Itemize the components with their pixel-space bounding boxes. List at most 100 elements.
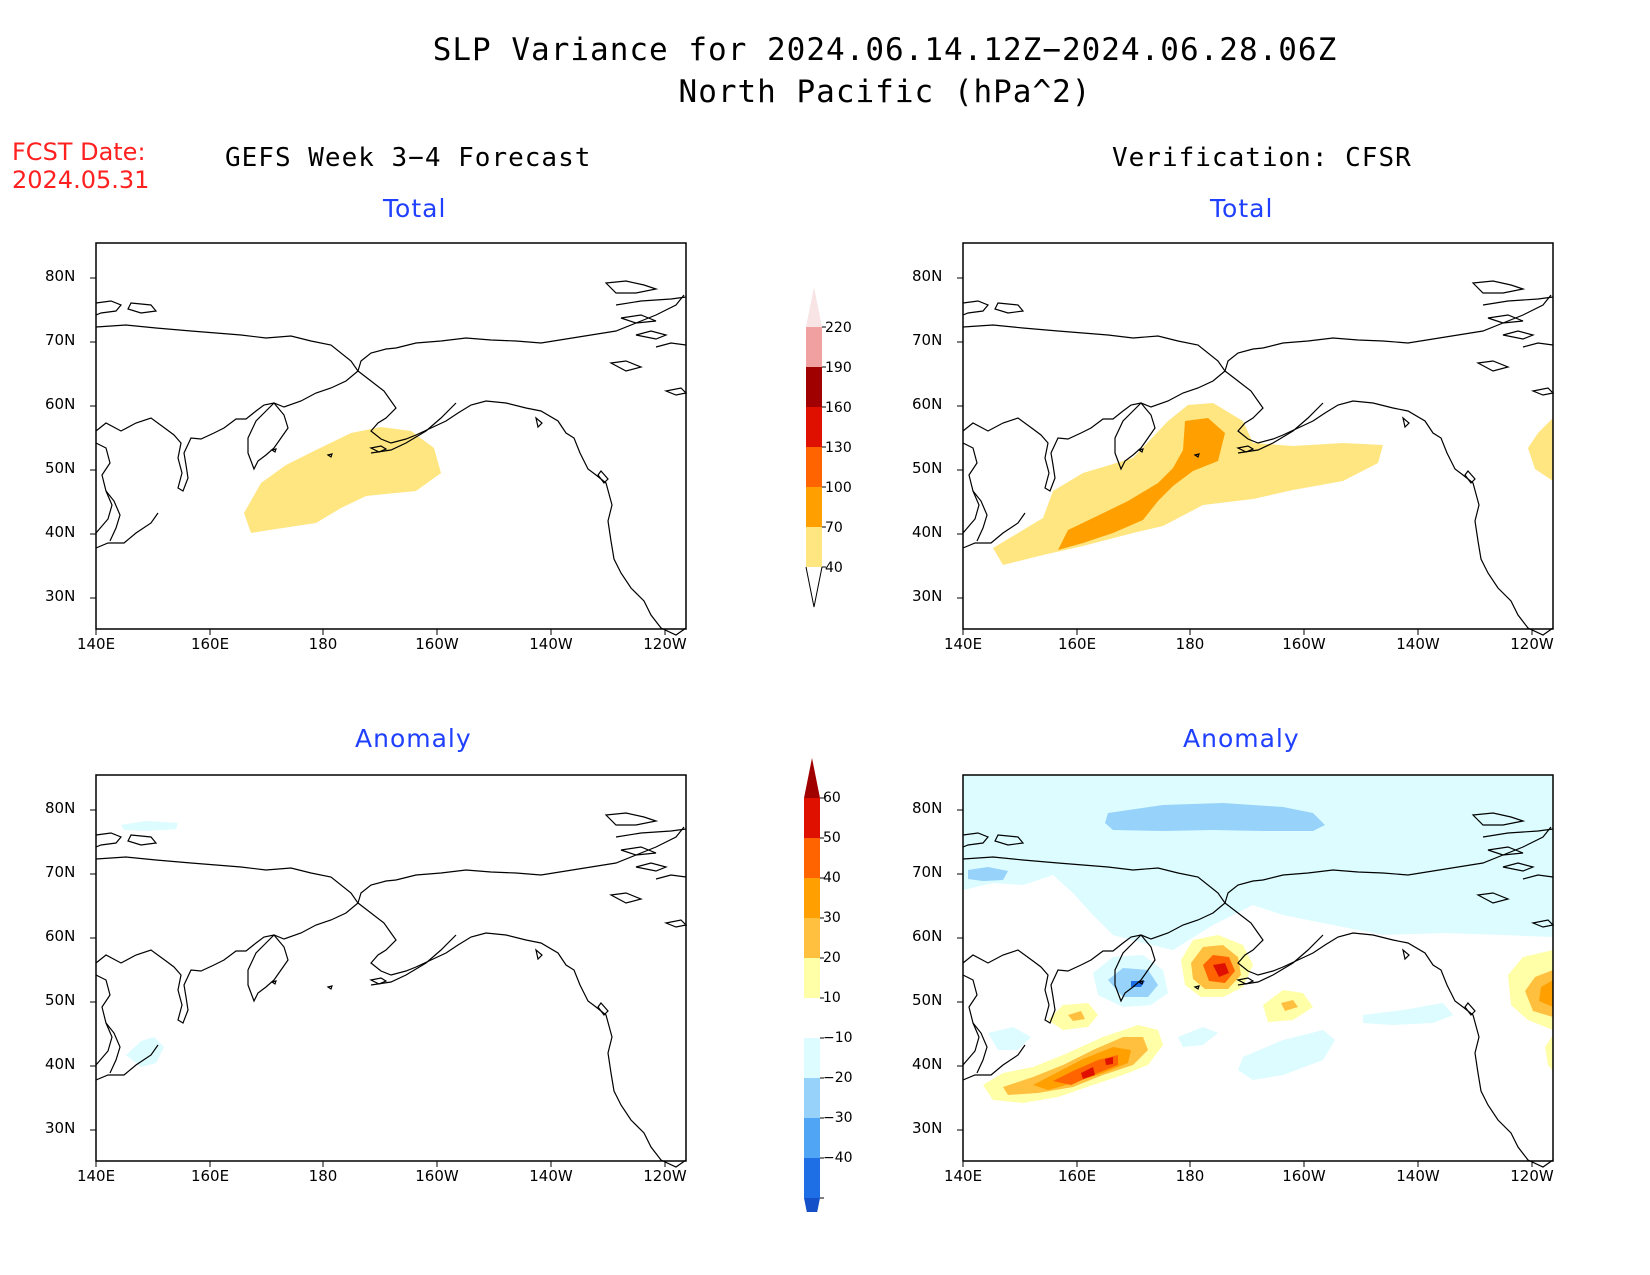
forecast-date-value: 2024.05.31 — [12, 166, 150, 194]
colorbar-anomaly-labels: 60 50 40 30 20 10 −10 −20 −30 −40 — [823, 790, 853, 1166]
forecast-column-title: GEFS Week 3−4 Forecast — [225, 143, 592, 173]
lon-axis-labels: 140E 160E 180 160W 140W 120W — [77, 1167, 687, 1185]
panel-title-forecast-total: Total — [383, 194, 447, 223]
lat-label: 80N — [912, 267, 942, 285]
map-panel-verification-anomaly: 80N 70N 60N 50N 40N 30N 140E 160E 180 16… — [907, 757, 1567, 1191]
colorbar-total-label: 40 — [825, 560, 843, 576]
colorbar-anomaly-label: 50 — [823, 830, 841, 846]
verification-anomaly-neg20-neg30-west — [968, 867, 1008, 881]
verification-anomaly-pos40-pos50-ne — [1213, 963, 1229, 977]
axis-ticks — [90, 809, 666, 1167]
lat-axis-labels: 80N 70N 60N 50N 40N 30N — [912, 267, 942, 605]
colorbar-anomaly-segment — [804, 1038, 820, 1078]
lat-label: 40N — [45, 523, 75, 541]
lat-label: 60N — [45, 927, 75, 945]
colorbar-anomaly-segment — [804, 838, 820, 878]
colorbar-anomaly-top-cap — [804, 758, 820, 798]
map-verification-total: 80N 70N 60N 50N 40N 30N 140E 160E 180 16… — [912, 242, 1554, 653]
map-panel-forecast-total: 80N 70N 60N 50N 40N 30N 140E 160E 180 16… — [40, 225, 700, 659]
forecast-anomaly-neg10-neg20-north — [121, 821, 178, 831]
colorbar-total-segment — [806, 447, 822, 487]
colorbar-anomaly-segment — [804, 1118, 820, 1158]
verification-column-title: Verification: CFSR — [1112, 143, 1412, 173]
lon-label: 160W — [1282, 1167, 1326, 1185]
lon-axis-labels: 140E 160E 180 160W 140W 120W — [944, 635, 1554, 653]
lon-axis-labels: 140E 160E 180 160W 140W 120W — [944, 1167, 1554, 1185]
lon-label: 140W — [1396, 635, 1440, 653]
colorbar-total-segment — [806, 487, 822, 527]
lat-label: 70N — [912, 331, 942, 349]
verification-anomaly-pos20-pos30-mid — [1281, 1000, 1298, 1011]
lon-label: 140W — [529, 635, 573, 653]
colorbar-total-segment — [806, 367, 822, 407]
lon-label: 160W — [415, 1167, 459, 1185]
verification-anomaly-neg20-neg30-north — [1105, 803, 1325, 831]
colorbar-anomaly-segment — [804, 958, 820, 998]
axis-ticks — [90, 277, 666, 635]
verification-anomaly-neg10-neg20-sw — [1178, 1027, 1218, 1047]
panel-title-forecast-anomaly: Anomaly — [355, 724, 472, 753]
lat-label: 30N — [45, 587, 75, 605]
forecast-date: FCST Date: 2024.05.31 — [12, 138, 149, 194]
lon-label: 120W — [643, 635, 687, 653]
colorbar-anomaly-segment — [804, 918, 820, 958]
lat-label: 40N — [912, 523, 942, 541]
map-forecast-total: 80N 70N 60N 50N 40N 30N 140E 160E 180 16… — [45, 242, 687, 653]
lon-label: 180 — [1176, 635, 1205, 653]
axis-ticks — [957, 809, 1533, 1167]
forecast-anomaly-neg10-neg20-west — [126, 1037, 164, 1067]
lat-label: 30N — [912, 1119, 942, 1137]
lon-axis-labels: 140E 160E 180 160W 140W 120W — [77, 635, 687, 653]
colorbar-total-label: 220 — [825, 320, 852, 336]
panel-title-verification-anomaly: Anomaly — [1183, 724, 1300, 753]
lon-label: 140E — [944, 1167, 982, 1185]
colorbar-total-bottom-cap — [805, 566, 823, 608]
lat-label: 50N — [912, 459, 942, 477]
colorbar-anomaly-label: 10 — [823, 990, 841, 1006]
lat-label: 70N — [45, 331, 75, 349]
colorbar-total: 220 190 160 130 100 70 40 — [805, 287, 852, 608]
lon-label: 140W — [529, 1167, 573, 1185]
verification-anomaly-pos10-pos20-east-low — [1545, 1035, 1553, 1071]
colorbar-total-label: 70 — [825, 520, 843, 536]
main-title: SLP Variance for 2024.06.14.12Z−2024.06.… — [432, 32, 1338, 68]
map-verification-anomaly: 80N 70N 60N 50N 40N 30N 140E 160E 180 16… — [912, 774, 1554, 1185]
lon-label: 160E — [1058, 1167, 1096, 1185]
colorbar-anomaly-label: 30 — [823, 910, 841, 926]
verification-anomaly-pos20-pos30-east — [1525, 970, 1553, 1017]
forecast-date-label: FCST Date: — [12, 138, 146, 166]
colorbar-total-segment — [806, 527, 822, 567]
colorbar-anomaly-segment — [804, 798, 820, 838]
lon-label: 160E — [191, 1167, 229, 1185]
lon-label: 180 — [309, 1167, 338, 1185]
lon-label: 120W — [1510, 1167, 1554, 1185]
lat-axis-labels: 80N 70N 60N 50N 40N 30N — [912, 799, 942, 1137]
verification-anomaly-neg10-neg20-east — [1363, 1003, 1453, 1025]
lat-label: 50N — [912, 991, 942, 1009]
lon-label: 140W — [1396, 1167, 1440, 1185]
map-panel-forecast-anomaly: 80N 70N 60N 50N 40N 30N 140E 160E 180 16… — [40, 757, 700, 1191]
colorbar-anomaly-segments — [804, 758, 824, 1212]
verification-total-variance-east — [1528, 418, 1553, 481]
lon-label: 120W — [1510, 635, 1554, 653]
map-forecast-anomaly: 80N 70N 60N 50N 40N 30N 140E 160E 180 16… — [45, 774, 687, 1185]
panel-title-verification-total: Total — [1210, 194, 1274, 223]
lat-label: 70N — [912, 863, 942, 881]
colorbar-total-cap — [806, 287, 822, 327]
verification-anomaly-pos40-pos50-sw — [1053, 1055, 1118, 1085]
lat-label: 50N — [45, 459, 75, 477]
lon-label: 140E — [944, 635, 982, 653]
lon-label: 160W — [1282, 635, 1326, 653]
verification-anomaly-pos50-pos60-sw2 — [1105, 1057, 1113, 1065]
verification-anomaly-pos50-pos60-sw — [1081, 1067, 1095, 1079]
lon-label: 180 — [1176, 1167, 1205, 1185]
lon-label: 160E — [191, 635, 229, 653]
colorbar-anomaly-segment — [804, 1078, 820, 1118]
lat-label: 60N — [912, 927, 942, 945]
colorbar-total-label: 190 — [825, 360, 852, 376]
colorbar-anomaly-label: −20 — [823, 1070, 853, 1086]
colorbar-total-segments — [805, 287, 826, 608]
colorbar-anomaly-bottom-cap — [804, 1198, 820, 1212]
colorbar-total-segment — [806, 407, 822, 447]
lat-axis-labels: 80N 70N 60N 50N 40N 30N — [45, 267, 75, 605]
